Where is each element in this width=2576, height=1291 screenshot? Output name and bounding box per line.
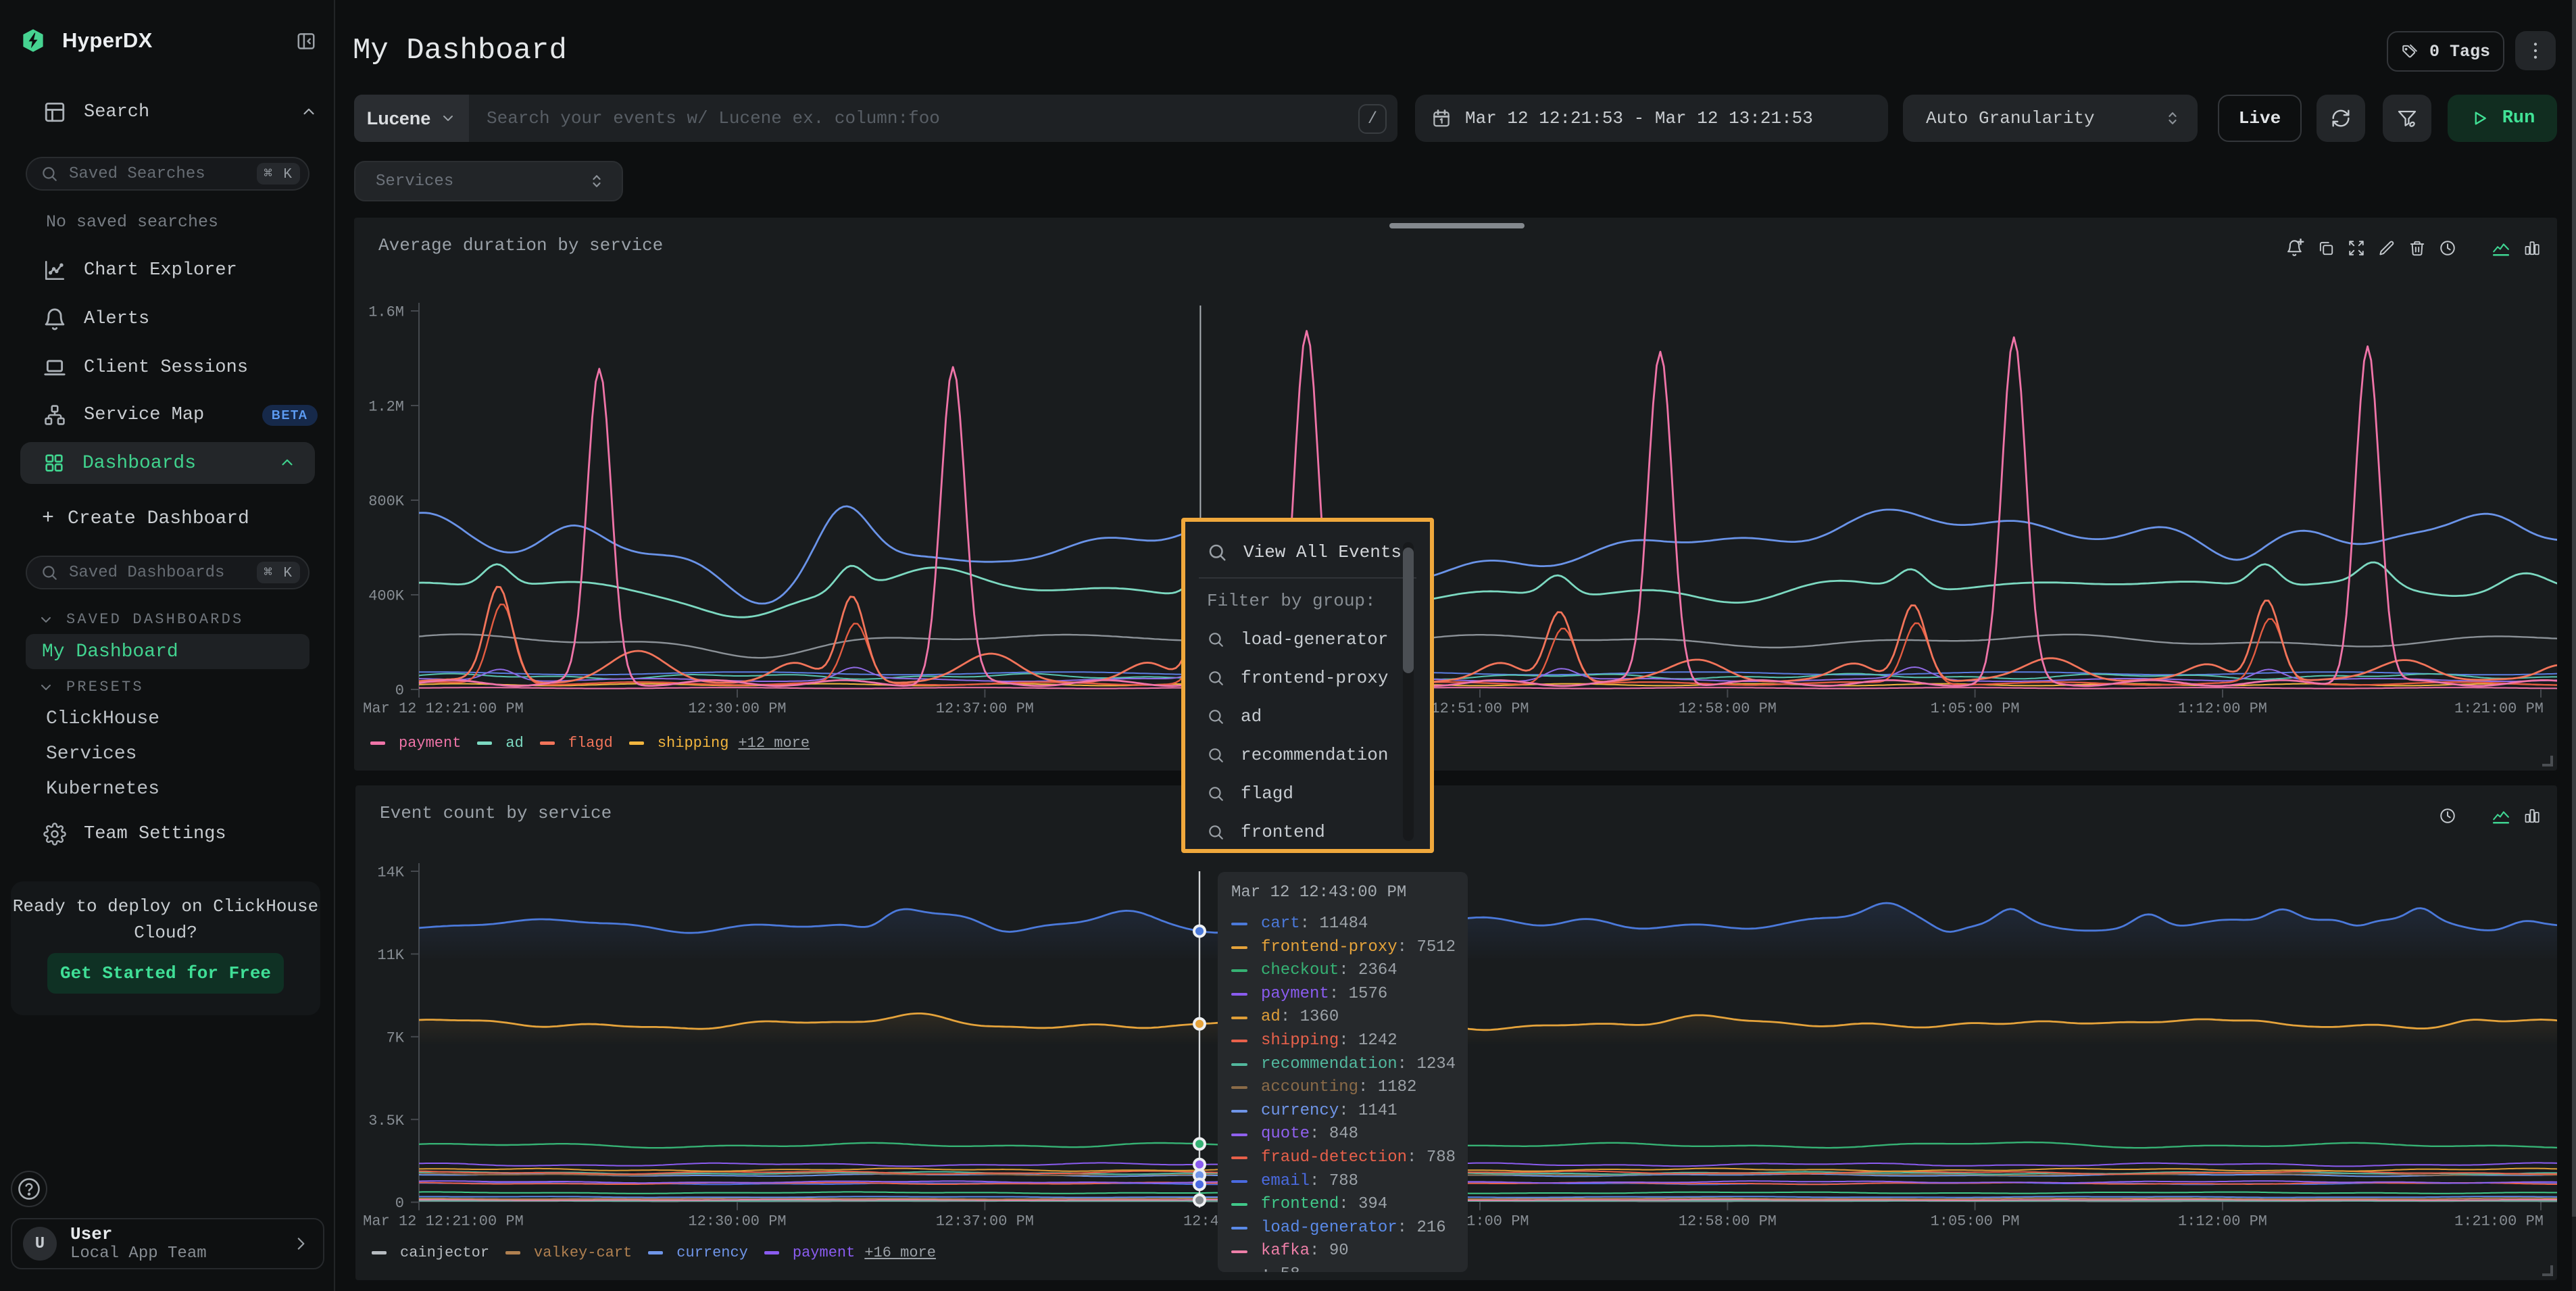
svg-text:11K: 11K bbox=[377, 947, 404, 964]
svg-text:1:21:00 PM: 1:21:00 PM bbox=[2454, 1213, 2544, 1230]
svg-text:0: 0 bbox=[395, 1195, 404, 1212]
svg-text:Mar 12 12:21:00 PM: Mar 12 12:21:00 PM bbox=[363, 1213, 524, 1230]
svg-text:1:05:00 PM: 1:05:00 PM bbox=[1931, 700, 2020, 717]
svg-text:7K: 7K bbox=[387, 1029, 405, 1046]
svg-text:12:58:00 PM: 12:58:00 PM bbox=[1679, 700, 1777, 717]
svg-text:400K: 400K bbox=[368, 588, 405, 605]
svg-text:1.2M: 1.2M bbox=[368, 399, 404, 416]
svg-text:1:12:00 PM: 1:12:00 PM bbox=[2178, 1213, 2267, 1230]
svg-text:1:12:00 PM: 1:12:00 PM bbox=[2178, 700, 2267, 717]
svg-text:800K: 800K bbox=[368, 493, 405, 510]
svg-text:12:30:00 PM: 12:30:00 PM bbox=[688, 700, 786, 717]
svg-text:3.5K: 3.5K bbox=[368, 1113, 405, 1129]
svg-text:0: 0 bbox=[395, 683, 404, 700]
svg-text:12:30:00 PM: 12:30:00 PM bbox=[688, 1213, 786, 1230]
svg-text:1:21:00 PM: 1:21:00 PM bbox=[2454, 700, 2544, 717]
svg-text:Mar 12 12:21:00 PM: Mar 12 12:21:00 PM bbox=[363, 700, 524, 717]
svg-text:1:05:00 PM: 1:05:00 PM bbox=[1931, 1213, 2020, 1230]
svg-text:1.6M: 1.6M bbox=[368, 304, 404, 321]
svg-text:12:51:00 PM: 12:51:00 PM bbox=[1431, 700, 1529, 717]
svg-text:12:37:00 PM: 12:37:00 PM bbox=[936, 1213, 1034, 1230]
svg-text:12:58:00 PM: 12:58:00 PM bbox=[1679, 1213, 1777, 1230]
svg-text:14K: 14K bbox=[377, 864, 404, 881]
svg-text:12:37:00 PM: 12:37:00 PM bbox=[936, 700, 1034, 717]
